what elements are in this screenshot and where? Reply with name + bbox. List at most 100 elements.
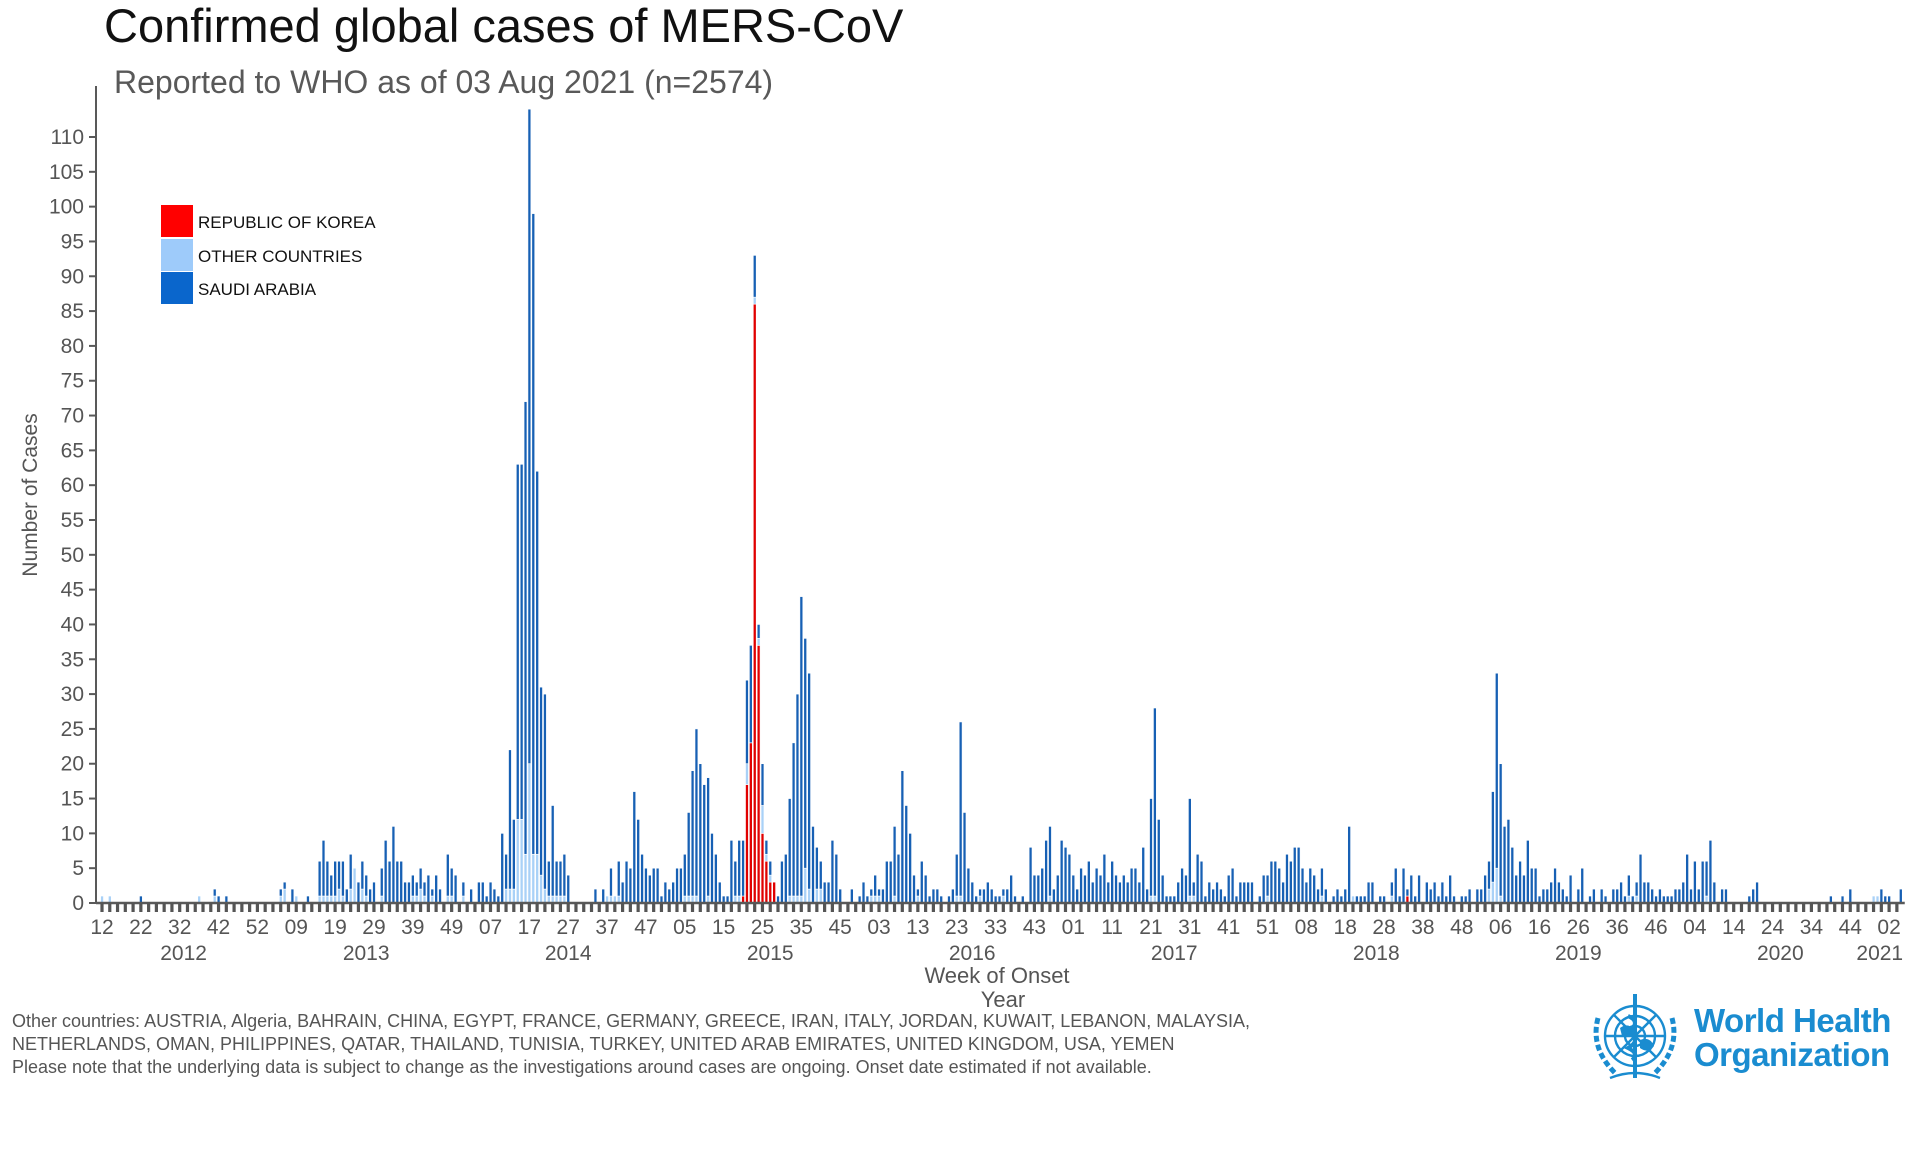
bar-saudi-arabia [1160, 874, 1165, 904]
year-label: 2015 [747, 942, 794, 965]
bar-saudi-arabia [282, 881, 287, 890]
x-tick-label: 18 [1334, 916, 1357, 939]
bar-saudi-arabia [1296, 846, 1301, 904]
x-tick [1281, 903, 1285, 912]
bar-saudi-arabia [1036, 874, 1041, 904]
bar-saudi-arabia [923, 874, 928, 904]
x-tick [823, 903, 827, 912]
bar-saudi-arabia [1094, 867, 1099, 904]
bar-saudi-arabia [636, 819, 640, 904]
bar-saudi-arabia [1533, 867, 1538, 904]
x-tick [620, 903, 625, 912]
bar-other-countries [282, 888, 287, 904]
bar-saudi-arabia [422, 881, 427, 897]
bar-saudi-arabia [904, 805, 908, 904]
x-tick [317, 903, 322, 912]
x-tick [1219, 903, 1223, 912]
x-tick [1405, 903, 1409, 912]
x-tick-label: 45 [828, 916, 851, 939]
x-tick [1359, 903, 1363, 912]
x-tick [1809, 903, 1813, 912]
x-tick [527, 903, 531, 912]
legend-swatch-korea [161, 205, 193, 237]
bar-saudi-arabia [1028, 846, 1033, 904]
who-wordmark: World Health Organization [1694, 1004, 1891, 1072]
x-tick [1794, 903, 1798, 912]
bar-other-countries [539, 874, 543, 904]
bar-saudi-arabia [1180, 867, 1184, 904]
x-tick [1296, 903, 1301, 912]
y-tick-label: 105 [49, 161, 84, 184]
x-tick [1048, 903, 1052, 912]
bar-saudi-arabia [1001, 888, 1006, 897]
bar-saudi-arabia [760, 763, 765, 806]
bar-saudi-arabia [706, 777, 710, 897]
bar-saudi-arabia [815, 846, 819, 890]
year-label: 2012 [160, 942, 207, 965]
x-tick [1561, 903, 1565, 912]
bar-saudi-arabia [1242, 881, 1246, 904]
x-tick [380, 903, 384, 912]
year-label: 2017 [1151, 942, 1198, 965]
bar-saudi-arabia [356, 881, 361, 904]
bar-saudi-arabia [407, 881, 411, 904]
bar-saudi-arabia [651, 867, 656, 904]
bar-saudi-arabia [1642, 881, 1647, 904]
bar-saudi-arabia [826, 881, 831, 904]
bar-saudi-arabia [1005, 888, 1010, 904]
bar-saudi-arabia [321, 840, 326, 897]
bar-saudi-arabia [1366, 881, 1371, 904]
bar-saudi-arabia [1498, 763, 1503, 897]
bar-saudi-arabia [644, 867, 648, 904]
x-tick [411, 903, 415, 912]
bar-saudi-arabia [838, 888, 842, 904]
x-tick [1397, 903, 1402, 912]
bar-saudi-arabia [430, 888, 435, 897]
bar-saudi-arabia [1230, 867, 1235, 904]
x-tick [123, 903, 127, 912]
x-tick [1592, 903, 1596, 912]
bar-saudi-arabia [1879, 888, 1884, 904]
bar-saudi-arabia [290, 888, 295, 904]
bar-saudi-arabia [1720, 888, 1724, 904]
x-tick [294, 903, 298, 912]
x-tick [1887, 903, 1891, 912]
bar-saudi-arabia [1118, 881, 1122, 904]
bar-saudi-arabia [982, 888, 986, 904]
x-tick [1879, 903, 1883, 912]
x-tick-label: 38 [1411, 916, 1434, 939]
x-tick [1118, 903, 1122, 912]
x-tick [582, 903, 586, 912]
x-tick [1351, 903, 1355, 912]
bar-other-countries [768, 874, 773, 883]
bar-saudi-arabia [1083, 874, 1087, 904]
bar-other-countries [752, 296, 757, 305]
bar-saudi-arabia [1048, 826, 1052, 897]
x-tick [1895, 903, 1899, 912]
x-tick [185, 903, 190, 912]
x-tick [916, 903, 920, 912]
bar-saudi-arabia [920, 860, 924, 904]
x-tick [558, 903, 563, 912]
bar-other-countries [508, 888, 512, 904]
x-tick [1584, 903, 1588, 912]
bar-saudi-arabia [1448, 874, 1452, 904]
x-tick [1141, 903, 1145, 912]
bar-saudi-arabia [663, 881, 668, 904]
x-tick [807, 903, 811, 912]
x-tick [1149, 903, 1153, 912]
x-tick [791, 903, 796, 912]
x-tick [1607, 903, 1611, 912]
bar-saudi-arabia [504, 853, 508, 890]
x-tick [1778, 903, 1782, 912]
x-tick [1227, 903, 1231, 912]
x-tick [248, 903, 252, 912]
bar-republic-of-korea [772, 881, 776, 904]
bar-saudi-arabia [1518, 860, 1522, 904]
bar-saudi-arabia [554, 860, 559, 897]
bar-saudi-arabia [1129, 867, 1134, 904]
x-tick [613, 903, 617, 912]
bar-saudi-arabia [1087, 860, 1091, 904]
bar-saudi-arabia [477, 881, 481, 904]
bar-saudi-arabia [749, 645, 753, 744]
